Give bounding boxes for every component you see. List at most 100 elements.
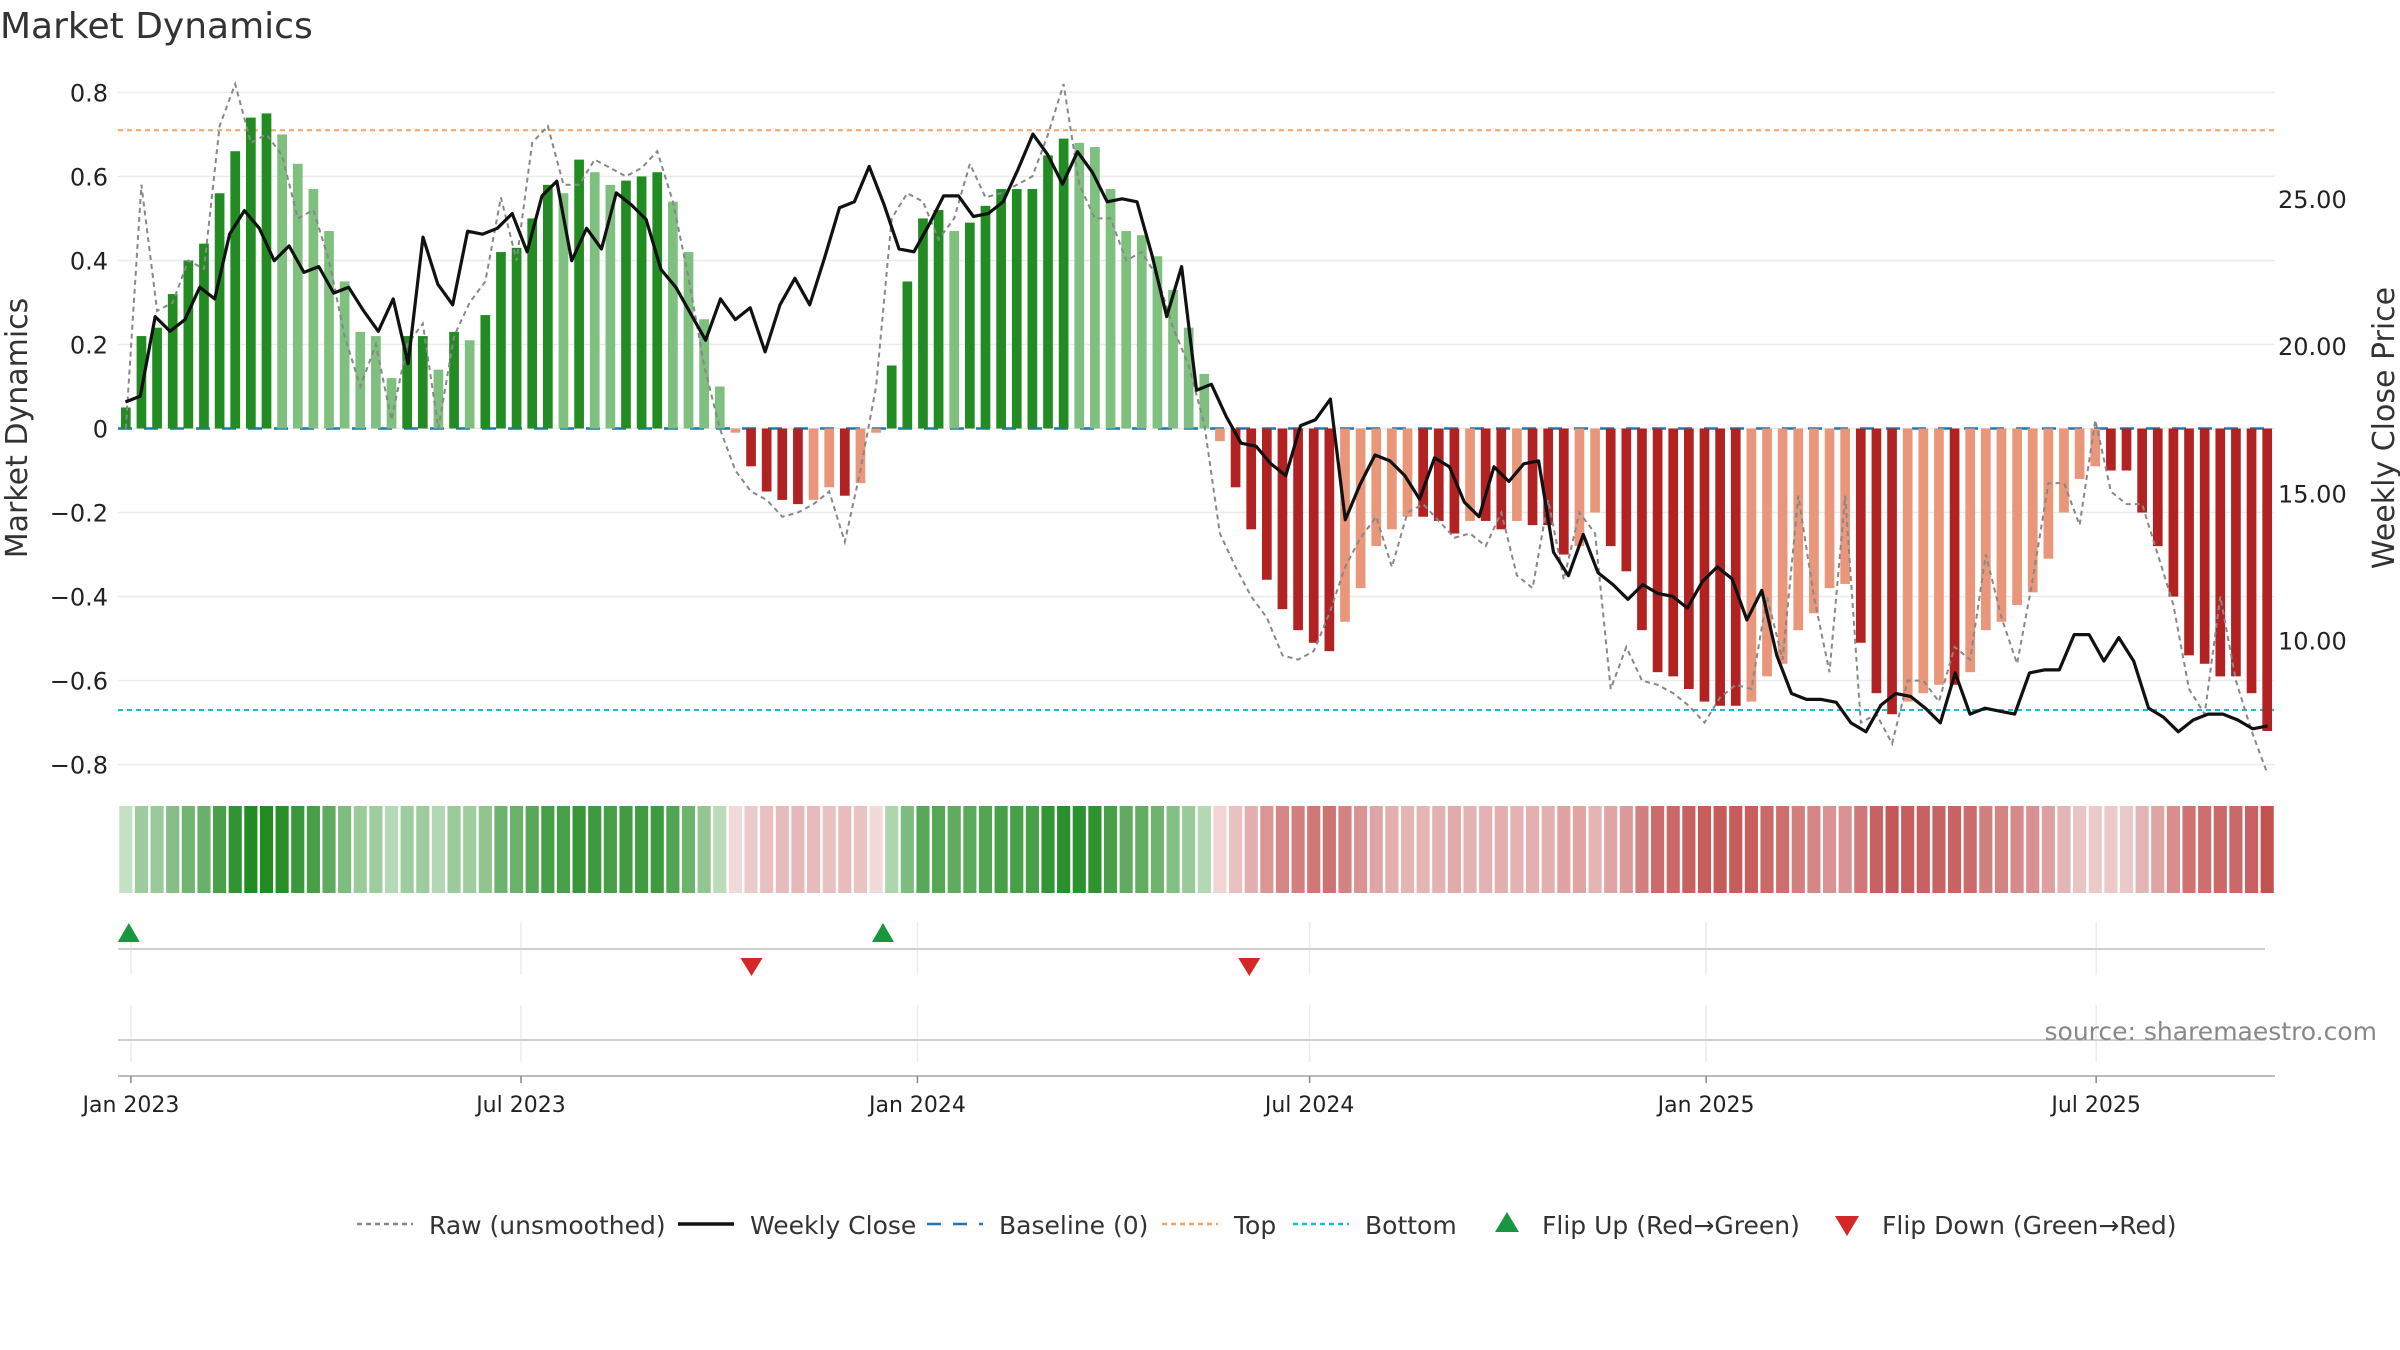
- dynamics-bar: [1027, 189, 1038, 429]
- heat-cell: [369, 806, 383, 893]
- dynamics-bar: [1949, 428, 1960, 685]
- heat-cell: [2244, 806, 2259, 893]
- x-tick-label: Jan 2025: [1656, 1093, 1755, 1118]
- dynamics-bar: [902, 281, 913, 429]
- legend-item: Bottom: [1293, 1211, 1457, 1240]
- heat-cell: [134, 806, 149, 893]
- heat-cell: [416, 806, 430, 893]
- dynamics-bar: [1996, 428, 2007, 622]
- heat-cell: [1791, 806, 1805, 893]
- dynamics-bar: [996, 189, 1006, 429]
- heat-cell: [1744, 806, 1758, 893]
- heat-cell: [478, 806, 492, 893]
- dynamics-bar: [1433, 428, 1444, 521]
- y-tick-label-right: 15.00: [2278, 480, 2347, 508]
- legend-label: Raw (unsmoothed): [429, 1211, 666, 1240]
- legend-flip-up-icon: [1495, 1212, 1519, 1232]
- heat-cell: [2026, 806, 2040, 893]
- dynamics-bar: [1387, 428, 1397, 530]
- heat-cell: [1197, 806, 1211, 893]
- heat-cell: [1260, 806, 1274, 893]
- heat-cell: [963, 806, 977, 893]
- dynamics-bar: [1668, 428, 1679, 677]
- heat-cell: [947, 806, 961, 893]
- heat-cell: [978, 806, 993, 893]
- dynamics-bar: [2059, 428, 2069, 513]
- heat-cell: [1244, 806, 1258, 893]
- heat-cell: [1760, 806, 1774, 893]
- dynamics-bar: [1215, 428, 1225, 442]
- heat-cell: [728, 806, 742, 893]
- flip-down-marker: [1238, 958, 1261, 976]
- heat-cell: [1432, 806, 1446, 893]
- heat-cell: [932, 806, 946, 893]
- heat-cell: [1135, 806, 1149, 893]
- heat-cell: [1776, 806, 1790, 893]
- dynamics-bar: [1824, 428, 1835, 589]
- legend-label: Weekly Close: [750, 1211, 916, 1240]
- heat-cell: [275, 806, 289, 893]
- heat-cell: [510, 806, 524, 893]
- heat-cell: [228, 806, 242, 893]
- dynamics-bar: [1058, 138, 1069, 429]
- heat-cell: [244, 806, 258, 893]
- heat-cell: [1166, 806, 1180, 893]
- dynamics-bar: [1136, 235, 1147, 429]
- dynamics-bar: [777, 428, 788, 500]
- y-axis-label-right: Weekly Close Price: [2367, 287, 2400, 569]
- dynamics-bar: [449, 331, 459, 429]
- heat-cell: [1916, 806, 1930, 893]
- heat-cell: [1010, 806, 1024, 893]
- heat-cell: [1713, 806, 1727, 893]
- dynamics-bar: [824, 428, 835, 488]
- dynamics-bar: [1246, 428, 1257, 530]
- dynamics-bar: [1199, 373, 1210, 429]
- y-tick-label-left: 0.8: [70, 79, 108, 107]
- dynamics-bar: [2152, 428, 2163, 547]
- dynamics-bar: [1152, 256, 1163, 429]
- legend-label: Baseline (0): [999, 1211, 1148, 1240]
- chart-title: Market Dynamics: [0, 6, 313, 47]
- heat-cell: [1963, 806, 1977, 893]
- dynamics-bar: [183, 260, 194, 429]
- dynamics-bar: [558, 193, 569, 429]
- heat-cell: [556, 806, 571, 893]
- dynamics-bar: [277, 134, 287, 429]
- heat-cell: [1666, 806, 1680, 893]
- heat-cell: [1072, 806, 1086, 893]
- heat-cell: [650, 806, 664, 893]
- heat-cell: [2166, 806, 2180, 893]
- dynamics-bar: [1230, 428, 1241, 488]
- heat-cell: [1182, 806, 1196, 893]
- heat-cell: [2088, 806, 2102, 893]
- heat-cell: [666, 806, 680, 893]
- dynamics-bar: [308, 189, 319, 429]
- dynamics-bar: [1918, 428, 1929, 694]
- dynamics-bar: [214, 193, 225, 429]
- heat-cell: [603, 806, 617, 893]
- heat-cell: [885, 806, 899, 893]
- dynamics-bar: [1043, 155, 1053, 429]
- heat-cell: [338, 806, 352, 893]
- dynamics-bar: [1684, 428, 1694, 689]
- heat-cell: [588, 806, 602, 893]
- x-tick-label: Jan 2023: [80, 1093, 179, 1118]
- dynamics-bar: [152, 327, 162, 429]
- dynamics-bar: [1371, 428, 1382, 547]
- flip-markers-panel: [117, 922, 2275, 1077]
- dynamics-bar: [1011, 189, 1022, 429]
- dynamics-bar: [1418, 428, 1428, 517]
- heat-cell: [166, 806, 180, 893]
- heat-cell: [1838, 806, 1852, 893]
- heat-cell: [775, 806, 789, 893]
- dynamics-bar: [1730, 428, 1741, 706]
- heat-cell: [2260, 806, 2274, 893]
- heat-cell: [1729, 806, 1743, 893]
- dynamics-bar: [1465, 428, 1475, 521]
- dynamics-bar: [1965, 428, 1976, 673]
- heat-cell: [525, 806, 539, 893]
- dynamics-bar: [949, 231, 960, 429]
- heat-cell: [1635, 806, 1649, 893]
- heat-cell: [2213, 806, 2227, 893]
- heat-cell: [1025, 806, 1039, 893]
